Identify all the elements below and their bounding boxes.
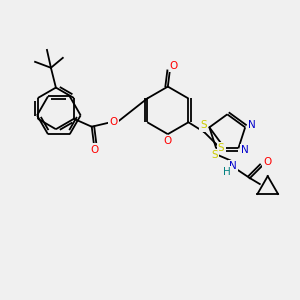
- Text: H: H: [223, 167, 231, 177]
- Text: S: S: [218, 143, 224, 153]
- Text: S: S: [211, 150, 217, 160]
- Text: N: N: [248, 120, 256, 130]
- Text: N: N: [242, 146, 249, 155]
- Text: O: O: [91, 145, 99, 154]
- Text: N: N: [229, 161, 237, 171]
- Text: S: S: [200, 120, 207, 130]
- Text: O: O: [164, 136, 172, 146]
- Text: O: O: [264, 157, 272, 167]
- Text: O: O: [170, 61, 178, 71]
- Text: O: O: [110, 117, 118, 127]
